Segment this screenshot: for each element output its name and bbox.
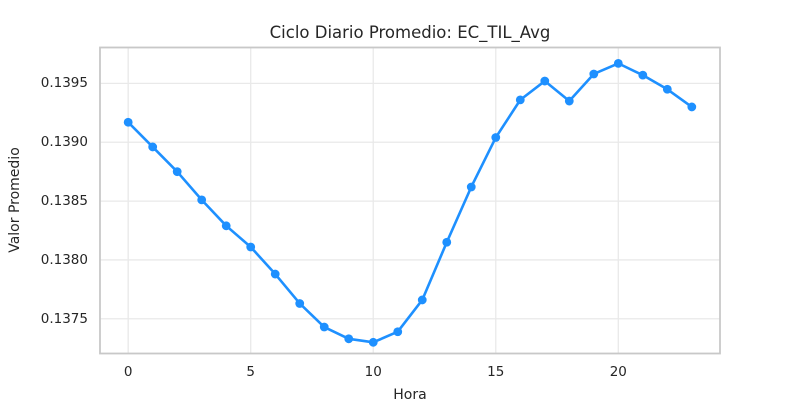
data-point-marker: [319, 322, 329, 332]
data-point-marker: [393, 327, 403, 337]
data-point-marker: [662, 84, 672, 94]
x-axis-label: Hora: [393, 387, 427, 403]
data-point-marker: [589, 69, 599, 79]
data-point-marker: [515, 95, 525, 105]
data-point-marker: [368, 337, 378, 347]
data-point-marker: [148, 142, 158, 152]
y-tick-label: 0.1390: [40, 134, 88, 151]
x-tick-label: 5: [246, 364, 255, 380]
data-point-marker: [564, 96, 574, 106]
data-point-marker: [270, 269, 280, 279]
data-point-marker: [466, 182, 476, 192]
data-point-marker: [123, 117, 133, 127]
data-point-marker: [295, 299, 305, 308]
data-point-marker: [344, 334, 354, 344]
axes-spines: [99, 46, 721, 355]
data-point-marker: [687, 102, 697, 112]
y-tick-label: 0.1375: [40, 310, 88, 327]
data-point-marker: [172, 167, 182, 177]
y-tick-label: 0.1395: [40, 75, 88, 92]
x-tick-label: 20: [609, 364, 627, 380]
data-point-marker: [540, 76, 550, 86]
data-point-marker: [246, 242, 256, 252]
data-point-marker: [221, 221, 231, 231]
data-point-marker: [613, 58, 623, 68]
chart-title: Ciclo Diario Promedio: EC_TIL_Avg: [269, 23, 551, 42]
data-point-marker: [638, 70, 648, 80]
y-tick-label: 0.1380: [40, 251, 88, 268]
data-point-marker: [442, 237, 452, 247]
data-point-marker: [197, 195, 207, 205]
x-tick-label: 15: [487, 364, 505, 380]
x-tick-label: 0: [123, 364, 133, 380]
data-line: [126, 62, 694, 344]
x-tick-label: 10: [364, 364, 382, 380]
y-tick-label: 0.1385: [40, 193, 88, 210]
data-point-marker: [491, 133, 501, 142]
data-point-marker: [417, 295, 427, 305]
